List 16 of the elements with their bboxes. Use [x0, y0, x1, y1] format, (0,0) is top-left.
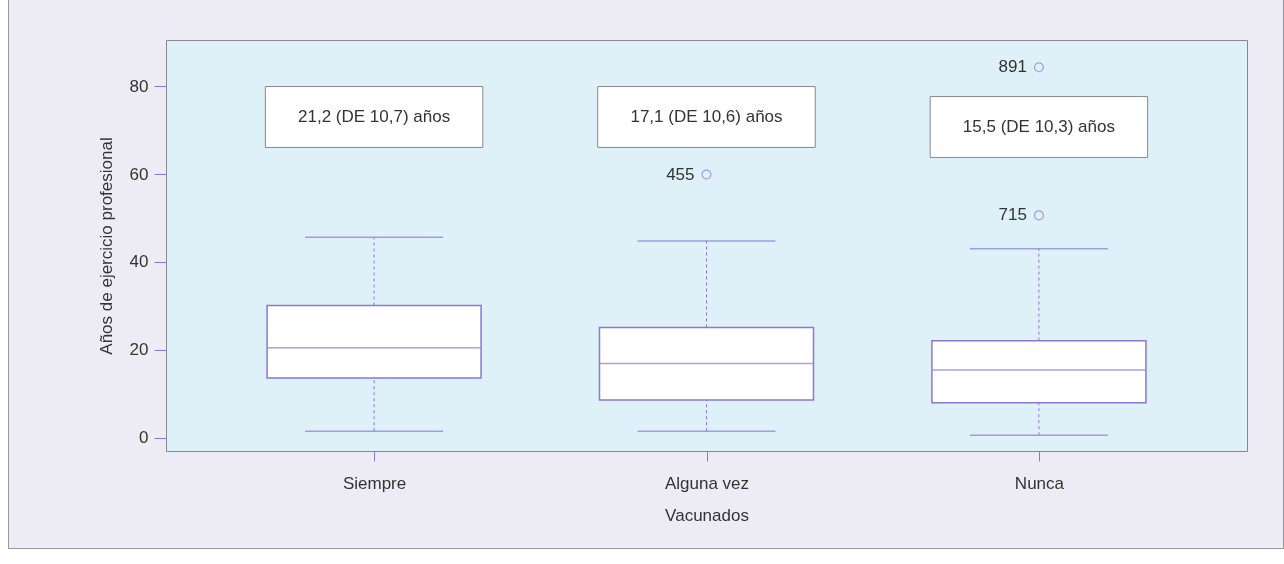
annotation: 891 [998, 57, 1027, 77]
y-tick-label: 60 [129, 164, 149, 184]
y-tick-label: 40 [129, 252, 149, 272]
annotation: 17,1 (DE 10,6) años [630, 107, 783, 126]
y-tick-label: 20 [129, 340, 149, 360]
x-tick-label: Nunca [1014, 473, 1065, 493]
x-axis-title: Vacunados [665, 505, 749, 525]
annotation: 455 [666, 164, 695, 184]
x-tick-label: Siempre [342, 473, 407, 493]
y-tick-label: 80 [129, 76, 149, 96]
x-tick-label: Alguna vez [664, 473, 750, 493]
y-axis-title: Años de ejercicio profesional [96, 137, 116, 355]
annotation: 715 [998, 205, 1027, 225]
y-tick-label: 0 [139, 428, 149, 448]
annotation: 15,5 (DE 10,3) años [962, 117, 1115, 136]
annotation: 21,2 (DE 10,7) años [298, 107, 451, 126]
